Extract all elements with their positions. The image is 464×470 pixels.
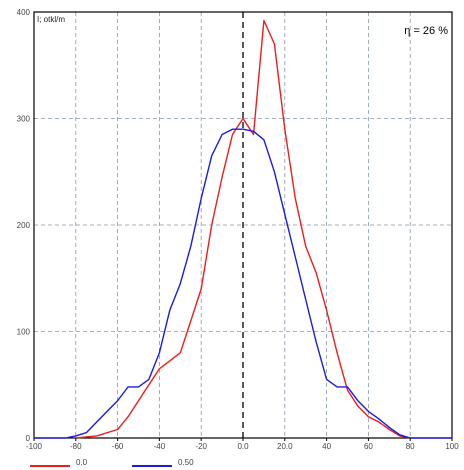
y-tick-labels: 0 100 200 300 400 xyxy=(17,8,31,443)
series-line-0 xyxy=(75,19,411,439)
y-tick-label-0: 0 xyxy=(26,434,31,443)
x-tick-label-6: 20.0 xyxy=(277,442,293,451)
x-tick-label-7: 40 xyxy=(322,442,331,451)
x-tick-label-5: 0.0 xyxy=(237,442,249,451)
y-tick-label-2: 200 xyxy=(17,221,31,230)
x-tick-labels: -100 -80 -60 -40 -20 0.0 20.0 40 60 80 100 xyxy=(26,438,459,451)
corner-label: I; otkl/m xyxy=(37,15,65,24)
y-tick-label-4: 400 xyxy=(17,8,31,17)
x-tick-label-0: -100 xyxy=(26,442,43,451)
y-tick-label-1: 100 xyxy=(17,328,31,337)
legend-label-1: 0.50 xyxy=(178,458,194,467)
legend-label-0: 0.0 xyxy=(76,458,88,467)
x-tick-label-10: 100 xyxy=(445,442,459,451)
x-tick-label-1: -80 xyxy=(70,442,82,451)
legend: 0.0 0.50 xyxy=(30,458,194,467)
x-tick-label-4: -20 xyxy=(195,442,207,451)
x-tick-label-2: -60 xyxy=(112,442,124,451)
y-tick-label-3: 300 xyxy=(17,115,31,124)
x-tick-label-8: 60 xyxy=(364,442,373,451)
x-tick-label-9: 80 xyxy=(406,442,415,451)
annotation-efficiency: η = 26 % xyxy=(404,25,448,37)
grid xyxy=(34,12,452,438)
x-tick-label-3: -40 xyxy=(154,442,166,451)
series-line-1 xyxy=(34,128,452,439)
